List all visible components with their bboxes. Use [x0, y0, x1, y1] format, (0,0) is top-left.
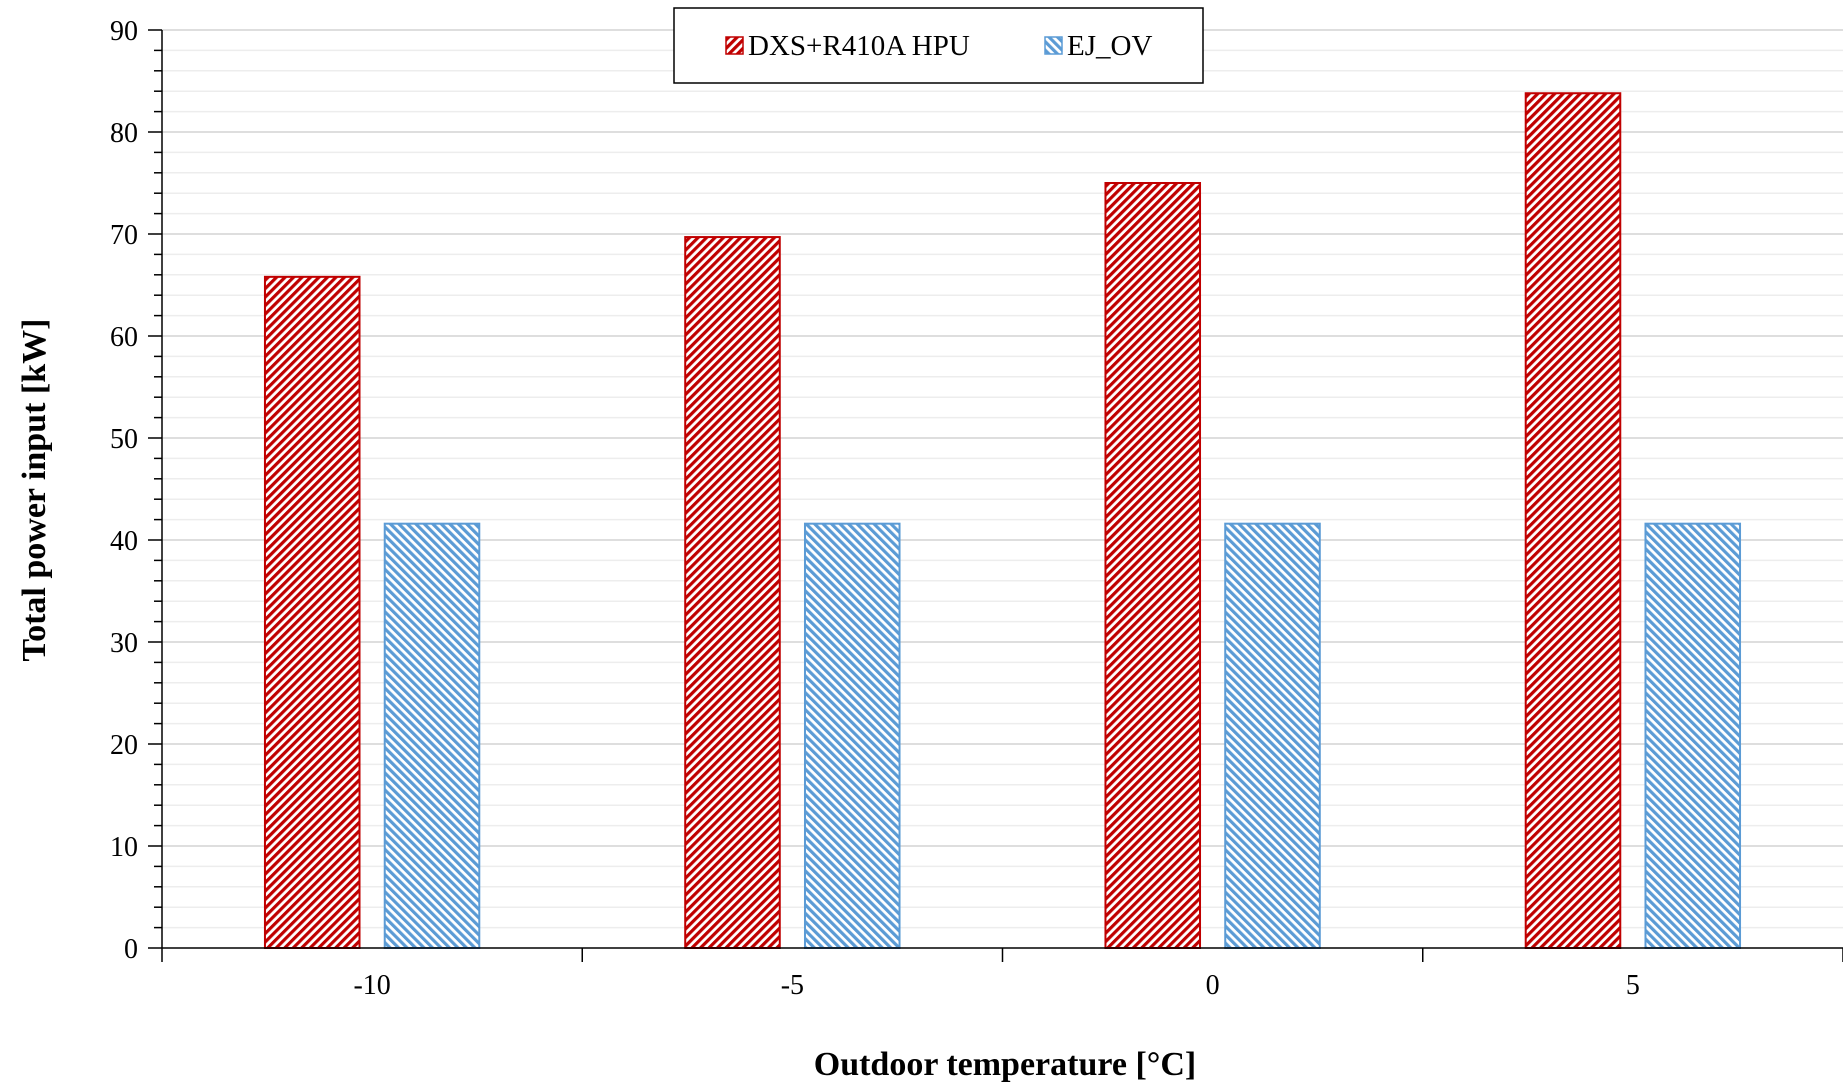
legend: DXS+R410A HPU EJ_OV [673, 7, 1204, 84]
bar-dxs-r410a-hpu [1524, 92, 1622, 950]
y-tick-label: 40 [110, 526, 138, 557]
y-tick-label: 60 [110, 322, 138, 353]
y-tick-label: 0 [124, 934, 138, 965]
bar-dxs-r410a-hpu [684, 236, 781, 949]
bar-ej-ov [1224, 522, 1321, 949]
bar-dxs-r410a-hpu [263, 275, 361, 949]
y-tick-label: 20 [110, 730, 138, 761]
legend-label-dxs: DXS+R410A HPU [748, 30, 970, 62]
x-tick-label: -10 [353, 970, 390, 1001]
bar-ej-ov [1644, 522, 1742, 949]
x-ticks: -10 -5 0 5 [161, 948, 1843, 1001]
x-tick-label: 5 [1626, 970, 1640, 1001]
x-tick-label: 0 [1206, 970, 1220, 1001]
legend-label-ejov: EJ_OV [1067, 30, 1152, 62]
legend-swatch-dxs [725, 36, 744, 55]
y-ticks: 0 10 20 30 40 50 60 70 80 90 [110, 16, 162, 965]
y-tick-label: 70 [110, 220, 138, 251]
y-tick-label: 80 [110, 118, 138, 149]
bar-dxs-r410a-hpu [1104, 182, 1202, 949]
legend-swatch-ejov [1044, 36, 1063, 55]
y-axis-title: Total power input [kW] [16, 319, 53, 662]
x-axis-title: Outdoor temperature [°C] [814, 1046, 1196, 1083]
bars [263, 92, 1742, 950]
x-tick-label: -5 [781, 970, 804, 1001]
bar-ej-ov [383, 522, 481, 949]
y-tick-label: 50 [110, 424, 138, 455]
y-tick-label: 90 [110, 16, 138, 47]
bar-ej-ov [803, 522, 901, 949]
y-tick-label: 30 [110, 628, 138, 659]
legend-box [673, 7, 1204, 84]
y-tick-label: 10 [110, 832, 138, 863]
